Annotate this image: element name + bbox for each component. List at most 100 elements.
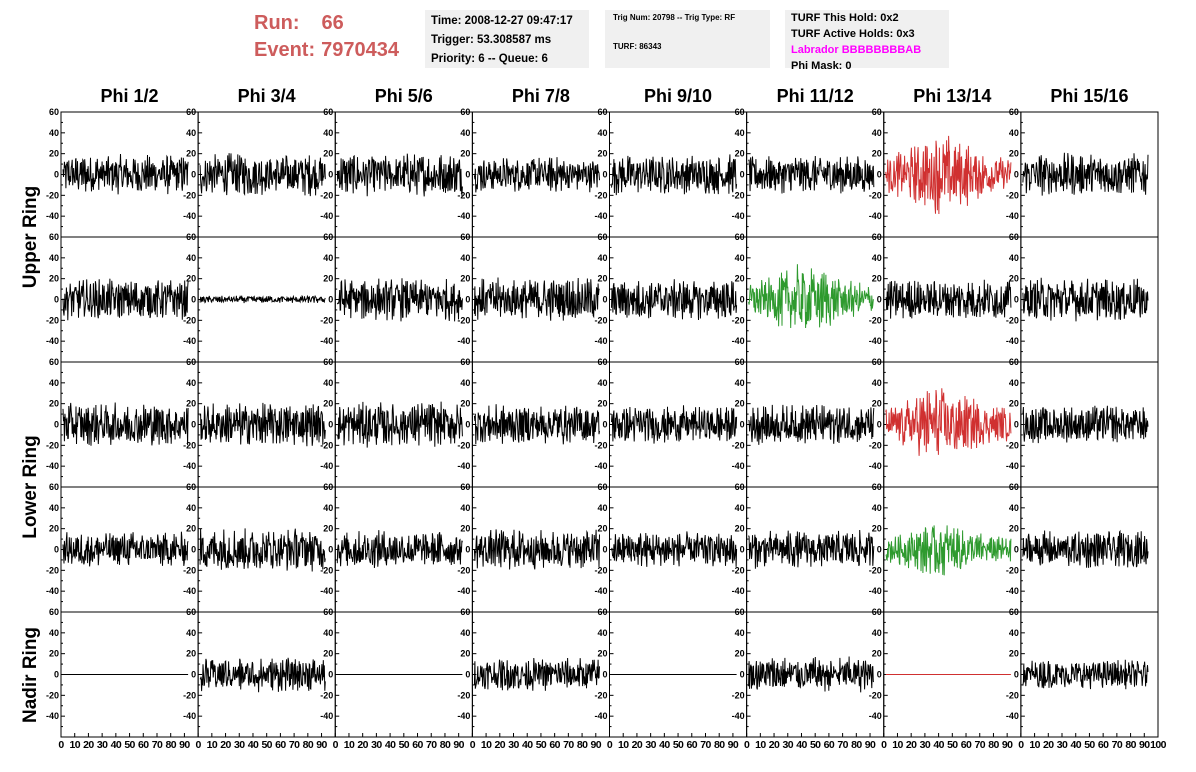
waveform-trace (748, 529, 875, 569)
y-tick-label: 40 (186, 628, 196, 638)
y-tick-label: 0 (602, 420, 607, 430)
y-tick-label: 40 (186, 378, 196, 388)
panel-r4-c1: -40 -20 0 20 40 60 (46, 482, 199, 613)
y-tick-label: 40 (323, 378, 333, 388)
y-tick-label: -40 (732, 586, 745, 596)
y-tick-label: -40 (594, 586, 607, 596)
x-tick-label: 20 (83, 739, 94, 751)
x-tick-label: 90 (728, 739, 739, 751)
y-tick-label: 60 (460, 232, 470, 242)
panel-r2-c4: -40 -20 0 20 40 60 (457, 232, 610, 363)
y-tick-label: -20 (183, 690, 196, 700)
x-tick-label: 10 (344, 739, 355, 751)
x-tick-label: 0 (607, 739, 613, 751)
y-tick-label: 40 (735, 378, 745, 388)
y-tick-label: 20 (460, 524, 470, 534)
y-tick-label: -40 (320, 711, 333, 721)
trig-num-text: Trig Num: 20798 -- Trig Type: RF (613, 13, 736, 22)
y-tick-label: -20 (869, 315, 882, 325)
phi-header-7: Phi 13/14 (913, 86, 992, 106)
y-tick-label: 0 (1014, 295, 1019, 305)
y-tick-label: -20 (46, 440, 59, 450)
x-tick-label: 60 (549, 739, 560, 751)
y-tick-label: -40 (457, 586, 470, 596)
y-tick-label: 40 (1009, 128, 1019, 138)
y-tick-label: 20 (186, 274, 196, 284)
panel-r3-c6: -40 -20 0 20 40 60 (732, 357, 885, 488)
turf-info-box: TURF This Hold: 0x2 TURF Active Holds: 0… (785, 10, 949, 72)
y-tick-label: -40 (46, 211, 59, 221)
waveform-trace (1022, 659, 1149, 690)
y-tick-label: 40 (323, 253, 333, 263)
y-tick-label: 40 (49, 628, 59, 638)
y-tick-label: -20 (183, 440, 196, 450)
y-tick-label: -40 (732, 336, 745, 346)
y-tick-label: 0 (602, 545, 607, 555)
y-tick-label: 40 (460, 128, 470, 138)
y-tick-label: 60 (49, 357, 59, 367)
y-tick-label: 20 (735, 649, 745, 659)
waveform-trace (1022, 529, 1149, 568)
phi-header-3: Phi 5/6 (374, 86, 433, 106)
x-tick-label: 80 (714, 739, 725, 751)
y-tick-label: -20 (46, 690, 59, 700)
y-tick-label: 20 (597, 649, 607, 659)
y-tick-label: -20 (594, 440, 607, 450)
time-text: Time: 2008-12-27 09:47:17 (431, 15, 573, 27)
y-tick-label: 0 (465, 170, 470, 180)
x-tick-label: 20 (495, 739, 506, 751)
x-tick-label: 60 (1098, 739, 1109, 751)
x-tick-label: 0 (470, 739, 476, 751)
x-tick-label: 70 (1112, 739, 1123, 751)
y-tick-label: 40 (872, 378, 882, 388)
y-tick-label: -40 (183, 586, 196, 596)
y-tick-label: 60 (49, 107, 59, 117)
phi-header-1: Phi 1/2 (100, 86, 159, 106)
x-tick-label: 10 (1029, 739, 1040, 751)
panel-r2-c6: -40 -20 0 20 40 60 (732, 232, 885, 363)
y-tick-label: 60 (323, 357, 333, 367)
y-tick-label: 60 (735, 232, 745, 242)
y-tick-label: 0 (465, 670, 470, 680)
x-tick-label: 30 (645, 739, 656, 751)
x-tick-label: 60 (412, 739, 423, 751)
y-tick-label: -40 (183, 336, 196, 346)
panel-r2-c1: -40 -20 0 20 40 60 (46, 232, 199, 363)
waveform-trace (199, 402, 326, 447)
y-tick-label: 60 (49, 482, 59, 492)
waveform-trace (748, 656, 875, 693)
panel-r4-c4: -40 -20 0 20 40 60 (457, 482, 610, 613)
y-tick-label: 0 (54, 295, 59, 305)
y-tick-label: -40 (183, 211, 196, 221)
y-tick-label: -40 (1006, 211, 1019, 221)
x-tick-label: 90 (179, 739, 190, 751)
waveform-trace (336, 530, 463, 569)
y-tick-label: 40 (460, 503, 470, 513)
y-tick-label: 40 (186, 253, 196, 263)
y-tick-label: -20 (1006, 440, 1019, 450)
y-tick-label: -20 (869, 440, 882, 450)
y-tick-label: 20 (186, 149, 196, 159)
turf-this-hold: TURF This Hold: 0x2 (791, 12, 899, 24)
y-tick-label: -20 (320, 690, 333, 700)
waveform-trace (611, 154, 738, 196)
waveform-trace (199, 153, 326, 197)
waveform-trace (1022, 277, 1149, 322)
y-tick-label: 0 (191, 295, 196, 305)
y-tick-label: 0 (740, 420, 745, 430)
x-tick-label: 20 (632, 739, 643, 751)
x-tick-label: 70 (289, 739, 300, 751)
x-tick-label: 30 (508, 739, 519, 751)
y-tick-label: 20 (186, 524, 196, 534)
x-tick-label: 20 (357, 739, 368, 751)
labrador-text: Labrador BBBBBBBBAB (791, 44, 922, 56)
x-tick-label: 0 (1018, 739, 1024, 751)
y-tick-label: 60 (872, 482, 882, 492)
y-tick-label: -40 (869, 461, 882, 471)
x-tick-label: 70 (837, 739, 848, 751)
y-tick-label: -20 (732, 440, 745, 450)
y-tick-label: -20 (869, 565, 882, 575)
y-tick-label: 60 (323, 607, 333, 617)
